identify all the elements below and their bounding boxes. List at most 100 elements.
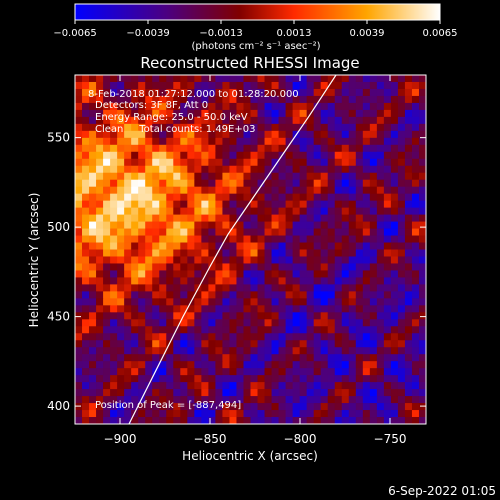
colorbar-tick-label: −0.0013 [199,28,242,39]
heatmap-cell [103,263,111,271]
heatmap-cell [89,368,97,376]
heatmap-cell [341,109,350,118]
heatmap-cell [376,95,385,104]
heatmap-cell [299,375,308,383]
heatmap-cell [89,270,97,278]
heatmap-cell [292,88,301,97]
heatmap-cell [404,88,413,97]
heatmap-cell [75,396,83,404]
heatmap-cell [201,410,209,418]
heatmap-cell [271,319,279,327]
heatmap-cell [278,130,286,139]
heatmap-cell [397,333,406,341]
heatmap-cell [327,403,336,411]
heatmap-cell [250,256,258,264]
heatmap-cell [96,333,104,341]
heatmap-cell [299,361,308,369]
heatmap-cell [271,228,279,236]
heatmap-cell [103,75,111,83]
heatmap-cell [96,361,104,369]
heatmap-cell [75,137,83,146]
heatmap-cell [278,109,286,118]
heatmap-cell [348,368,357,376]
heatmap-cell [383,81,392,90]
heatmap-cell [250,95,258,104]
heatmap-cell [376,102,385,111]
heatmap-cell [278,193,286,202]
heatmap-cell [187,312,195,320]
footer-date: 6-Sep-2022 01:05 [388,484,496,498]
heatmap-cell [327,193,336,202]
heatmap-cell [348,172,357,181]
heatmap-cell [145,193,153,202]
heatmap-cell [376,396,385,404]
heatmap-cell [145,102,153,111]
heatmap-cell [341,144,350,153]
heatmap-cell [222,88,230,97]
heatmap-cell [334,319,343,327]
heatmap-cell [341,130,350,139]
heatmap-cell [320,361,329,369]
heatmap-cell [117,417,125,424]
heatmap-cell [173,172,181,181]
heatmap-cell [173,326,181,334]
heatmap-cell [194,193,202,202]
heatmap-cell [103,102,111,111]
heatmap-cell [383,75,392,83]
heatmap-cell [131,172,139,181]
heatmap-cell [278,235,286,243]
heatmap-cell [215,221,223,229]
heatmap-cell [292,123,301,132]
heatmap-cell [341,186,350,195]
heatmap-cell [285,284,294,292]
heatmap-cell [348,207,357,215]
heatmap-cell [278,102,286,111]
heatmap-cell [348,347,357,355]
heatmap-cell [383,368,392,376]
heatmap-cell [320,235,329,243]
heatmap-cell [306,81,315,90]
heatmap-cell [278,200,286,209]
heatmap-cell [404,305,413,313]
heatmap-cell [355,312,364,320]
heatmap-cell [187,256,195,264]
heatmap-cell [215,277,223,285]
heatmap-cell [411,221,420,229]
heatmap-cell [152,354,160,362]
heatmap-cell [75,249,83,257]
heatmap-cell [201,95,209,104]
heatmap-cell [376,368,385,376]
heatmap-cell [166,214,174,222]
heatmap-cell [222,109,230,118]
heatmap-cell [243,75,251,83]
heatmap-cell [313,270,322,278]
heatmap-cell [138,382,146,390]
heatmap-cell [250,88,258,97]
heatmap-cell [285,270,294,278]
heatmap-cell [194,396,202,404]
heatmap-cell [89,200,97,209]
heatmap-cell [285,88,294,97]
heatmap-cell [159,193,167,202]
heatmap-cell [117,109,125,118]
heatmap-cell [229,116,237,125]
heatmap-cell [124,312,132,320]
heatmap-cell [257,410,265,418]
heatmap-cell [82,158,90,167]
heatmap-cell [404,137,413,146]
heatmap-cell [264,305,272,313]
heatmap-cell [229,298,237,306]
heatmap-cell [222,284,230,292]
heatmap-cell [334,186,343,195]
heatmap-cell [187,123,195,132]
heatmap-cell [271,396,279,404]
heatmap-cell [348,214,357,222]
heatmap-cell [278,123,286,132]
heatmap-cell [131,81,139,90]
heatmap-cell [229,165,237,174]
heatmap-cell [341,137,350,146]
heatmap-cell [229,375,237,383]
heatmap-cell [376,151,385,160]
heatmap-cell [222,242,230,250]
